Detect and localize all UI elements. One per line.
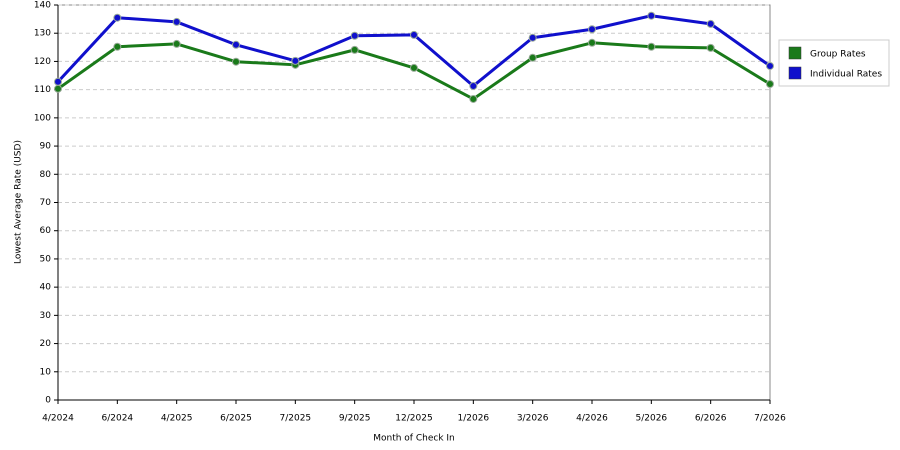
legend-label: Individual Rates	[810, 70, 882, 80]
data-point	[113, 13, 122, 22]
data-point	[469, 81, 478, 90]
x-tick-label: 4/2026	[576, 414, 608, 424]
data-point	[232, 57, 240, 66]
y-tick-label: 10	[40, 367, 52, 377]
data-point	[410, 30, 418, 39]
y-tick-label: 120	[34, 57, 51, 67]
x-axis-label: Month of Check In	[373, 434, 455, 444]
y-tick-label: 50	[40, 254, 52, 264]
x-tick-label: 1/2026	[457, 414, 489, 424]
x-tick-label: 6/2025	[220, 414, 252, 424]
data-point	[291, 56, 300, 65]
y-tick-label: 40	[40, 283, 52, 293]
y-tick-label: 80	[40, 170, 52, 180]
legend-swatch	[788, 66, 802, 80]
data-point	[528, 33, 537, 42]
y-tick-label: 70	[40, 198, 52, 208]
y-tick-label: 60	[40, 226, 52, 236]
data-point	[528, 53, 537, 62]
data-point	[766, 80, 774, 88]
y-tick-label: 0	[45, 396, 51, 406]
y-tick-label: 140	[34, 1, 51, 11]
y-tick-label: 130	[34, 29, 51, 39]
x-tick-label: 7/2026	[754, 414, 786, 424]
data-point	[350, 31, 359, 40]
data-point	[113, 42, 122, 51]
data-point	[706, 19, 715, 28]
x-tick-label: 6/2026	[695, 414, 727, 424]
data-point	[232, 40, 240, 49]
y-tick-label: 20	[40, 339, 52, 349]
legend-label: Group Rates	[810, 50, 866, 60]
data-point	[54, 77, 62, 86]
legend-swatch	[788, 46, 802, 60]
x-tick-label: 3/2026	[517, 414, 549, 424]
data-point	[410, 63, 418, 72]
x-tick-label: 4/2025	[161, 414, 193, 424]
data-point	[350, 45, 359, 54]
y-tick-label: 90	[40, 142, 52, 152]
x-tick-label: 5/2026	[635, 414, 667, 424]
data-point	[172, 17, 181, 26]
x-tick-label: 6/2024	[101, 414, 133, 424]
data-point	[706, 43, 715, 52]
data-point	[588, 38, 596, 47]
y-axis-label: Lowest Average Rate (USD)	[14, 140, 24, 264]
data-point	[172, 39, 181, 48]
y-tick-label: 100	[34, 113, 51, 123]
data-point	[469, 94, 478, 103]
data-point	[647, 42, 656, 51]
data-point	[588, 25, 596, 34]
x-tick-label: 4/2024	[42, 414, 74, 424]
x-tick-label: 7/2025	[279, 414, 311, 424]
data-point	[766, 61, 774, 70]
data-point	[647, 11, 656, 20]
y-tick-label: 30	[40, 311, 52, 321]
x-tick-label: 9/2025	[339, 414, 371, 424]
data-point	[54, 84, 62, 93]
y-tick-label: 110	[34, 85, 51, 95]
x-tick-label: 12/2025	[395, 414, 432, 424]
